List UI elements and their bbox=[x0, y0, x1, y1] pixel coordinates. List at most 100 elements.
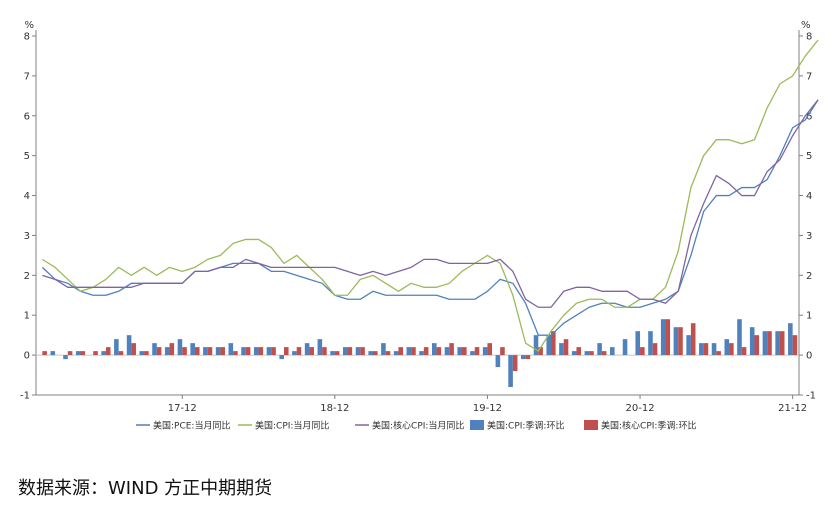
bar-series-group bbox=[42, 319, 798, 388]
y-tick-label-right: 1 bbox=[806, 311, 812, 322]
bar bbox=[93, 351, 98, 356]
bar bbox=[347, 347, 353, 356]
x-tick-label: 17-12 bbox=[168, 403, 197, 414]
bar bbox=[296, 347, 302, 356]
bar bbox=[423, 347, 429, 356]
bar bbox=[610, 347, 615, 356]
bar bbox=[42, 351, 47, 356]
bar bbox=[716, 351, 721, 356]
bar bbox=[101, 351, 106, 356]
y-tick-label-left: 3 bbox=[24, 231, 30, 242]
bar bbox=[203, 347, 208, 356]
x-tick-label: 19-12 bbox=[473, 403, 502, 414]
bar bbox=[673, 327, 679, 356]
y-axis-left-unit: % bbox=[24, 20, 34, 31]
bar bbox=[597, 343, 602, 356]
bar bbox=[512, 355, 518, 372]
x-tick-label: 18-12 bbox=[320, 403, 349, 414]
bar bbox=[220, 347, 225, 356]
bar bbox=[126, 335, 132, 356]
y-tick-label-left: 4 bbox=[24, 191, 30, 202]
y-tick-label-left: 6 bbox=[24, 111, 30, 122]
bar bbox=[271, 347, 276, 356]
bar bbox=[215, 347, 221, 356]
bar bbox=[207, 347, 213, 356]
legend-label: 美国:核心CPI:季调:环比 bbox=[601, 420, 696, 432]
y-tick-label-left: -1 bbox=[20, 391, 30, 402]
bar bbox=[194, 347, 200, 356]
bar bbox=[589, 351, 594, 356]
legend-label: 美国:核心CPI:当月同比 bbox=[372, 420, 464, 432]
bar bbox=[406, 347, 412, 356]
legend-swatch-bar bbox=[584, 420, 598, 430]
bar bbox=[571, 351, 577, 356]
bar bbox=[156, 347, 162, 356]
bar bbox=[525, 355, 531, 360]
bar bbox=[737, 319, 742, 356]
bar bbox=[648, 331, 653, 356]
bar bbox=[660, 319, 666, 356]
y-tick-label-right: 4 bbox=[806, 191, 812, 202]
y-tick-label-left: 1 bbox=[24, 311, 30, 322]
bar bbox=[279, 355, 284, 360]
bar bbox=[563, 339, 569, 356]
bar bbox=[449, 343, 454, 356]
bar bbox=[767, 331, 772, 356]
bar bbox=[779, 331, 785, 356]
y-tick-label-right: 0 bbox=[806, 351, 812, 362]
bar bbox=[228, 343, 234, 356]
bar bbox=[360, 347, 365, 356]
y-tick-label-right: -1 bbox=[806, 391, 816, 402]
y-tick-label-left: 7 bbox=[24, 71, 30, 82]
bar bbox=[457, 347, 463, 356]
y-tick-label-left: 5 bbox=[24, 151, 30, 162]
bar bbox=[253, 347, 259, 356]
legend-label: 美国:CPI:当月同比 bbox=[255, 420, 329, 432]
bar bbox=[482, 347, 488, 356]
bar bbox=[432, 343, 437, 356]
bar bbox=[724, 339, 730, 356]
y-tick-label-right: 2 bbox=[806, 271, 812, 282]
axes: % % -1 -1 0 0 1 1 2 2 3 3 4 4 5 5 6 6 7 7 8 8 17-12 18-12 19-12 2… bbox=[20, 20, 816, 414]
y-tick-label-left: 2 bbox=[24, 271, 30, 282]
bar bbox=[470, 351, 475, 356]
bar bbox=[139, 351, 145, 356]
bar bbox=[342, 347, 348, 356]
bar bbox=[368, 351, 373, 356]
bar bbox=[241, 347, 246, 356]
bar bbox=[152, 343, 157, 356]
legend-swatch-bar bbox=[470, 420, 484, 430]
bar bbox=[233, 351, 238, 356]
bar bbox=[754, 335, 760, 356]
bar bbox=[258, 347, 264, 356]
bar bbox=[495, 355, 501, 368]
bar bbox=[105, 347, 111, 356]
bar bbox=[690, 323, 696, 356]
bar bbox=[169, 343, 175, 356]
bar bbox=[118, 351, 124, 356]
y-tick-label-left: 0 bbox=[24, 351, 30, 362]
bar bbox=[381, 343, 386, 356]
bar bbox=[309, 347, 314, 356]
bar bbox=[652, 343, 658, 356]
bar bbox=[678, 327, 683, 356]
source-note: 数据来源：WIND 方正中期期货 bbox=[18, 478, 273, 499]
line-series-group bbox=[41, 39, 819, 352]
bar bbox=[788, 323, 793, 356]
bar bbox=[601, 351, 607, 356]
bar bbox=[398, 347, 404, 356]
bar bbox=[521, 355, 526, 360]
legend: 美国:PCE:当月同比 美国:CPI:当月同比 美国:核心CPI:当月同比 美国:CP… bbox=[136, 420, 696, 432]
bar bbox=[686, 335, 691, 356]
bar bbox=[144, 351, 149, 356]
bar bbox=[775, 331, 780, 356]
bar bbox=[245, 347, 251, 356]
x-tick-label: 20-12 bbox=[626, 403, 655, 414]
bar bbox=[711, 343, 717, 356]
bar bbox=[266, 347, 272, 356]
bar bbox=[538, 347, 543, 356]
bar bbox=[182, 347, 187, 356]
bar bbox=[292, 351, 297, 356]
y-tick-label-right: 3 bbox=[806, 231, 812, 242]
